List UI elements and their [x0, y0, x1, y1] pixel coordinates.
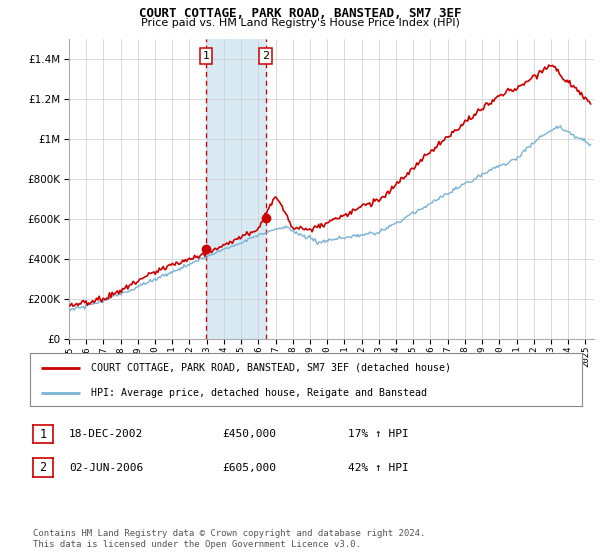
Text: COURT COTTAGE, PARK ROAD, BANSTEAD, SM7 3EF (detached house): COURT COTTAGE, PARK ROAD, BANSTEAD, SM7 … — [91, 363, 451, 373]
Text: 17% ↑ HPI: 17% ↑ HPI — [348, 429, 409, 439]
Text: £605,000: £605,000 — [222, 463, 276, 473]
Text: HPI: Average price, detached house, Reigate and Banstead: HPI: Average price, detached house, Reig… — [91, 388, 427, 398]
Text: 2: 2 — [262, 51, 269, 61]
Text: 1: 1 — [203, 51, 209, 61]
Text: 18-DEC-2002: 18-DEC-2002 — [69, 429, 143, 439]
Text: Price paid vs. HM Land Registry's House Price Index (HPI): Price paid vs. HM Land Registry's House … — [140, 18, 460, 28]
Text: 02-JUN-2006: 02-JUN-2006 — [69, 463, 143, 473]
Text: £450,000: £450,000 — [222, 429, 276, 439]
Text: 2: 2 — [40, 461, 46, 474]
Text: Contains HM Land Registry data © Crown copyright and database right 2024.
This d: Contains HM Land Registry data © Crown c… — [33, 529, 425, 549]
Text: COURT COTTAGE, PARK ROAD, BANSTEAD, SM7 3EF: COURT COTTAGE, PARK ROAD, BANSTEAD, SM7 … — [139, 7, 461, 20]
Text: 1: 1 — [40, 427, 46, 441]
Bar — [206, 39, 266, 339]
Text: 42% ↑ HPI: 42% ↑ HPI — [348, 463, 409, 473]
